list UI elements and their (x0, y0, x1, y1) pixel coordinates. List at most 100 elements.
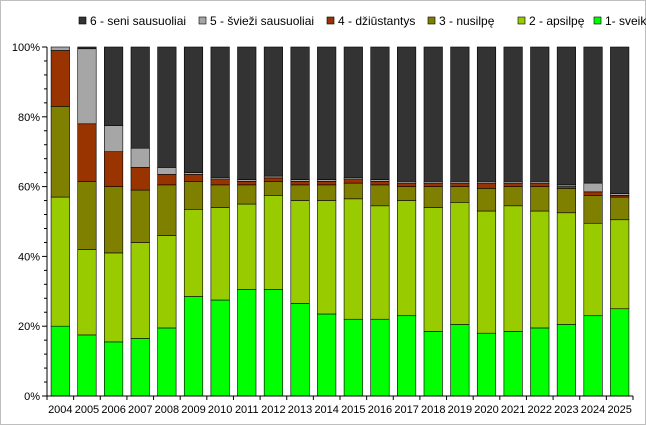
legend-label-3-nusilpe: 3 - nusilpę (439, 14, 495, 28)
bar-segment-2015-4-dziustantys (343, 179, 363, 184)
bar-segment-2018-6-seni-sausuoliai (423, 46, 443, 182)
bar-segment-2016-2-apsilpe (370, 205, 390, 320)
legend-label-2-apsilpe: 2 - apsilpę (529, 14, 585, 28)
bars (50, 46, 630, 397)
bar-segment-2012-1-sveiki (263, 289, 283, 397)
bar-segment-2024-4-dziustantys (583, 191, 603, 196)
bar-segment-2015-6-seni-sausuoliai (343, 46, 363, 179)
bar-segment-2013-1-sveiki (290, 303, 310, 397)
bar-segment-2020-2-apsilpe (476, 210, 497, 334)
bar-segment-2007-1-sveiki (130, 338, 150, 397)
x-tick-label-2020: 2020 (474, 404, 498, 416)
bar-segment-2013-4-dziustantys (290, 181, 310, 186)
bar-segment-2025-1-sveiki (610, 308, 630, 397)
bar-segment-2019-3-nusilpe (450, 186, 470, 203)
bar-segment-2012-6-seni-sausuoliai (263, 46, 283, 177)
bar-segment-2010-3-nusilpe (210, 184, 230, 208)
bar-segment-2024-5-sviezi-sausuoliai (583, 182, 603, 193)
bar-segment-2008-1-sveiki (157, 327, 177, 397)
bar-segment-2024-2-apsilpe (583, 222, 603, 317)
bar-segment-2004-1-sveiki (50, 325, 70, 397)
legend-swatch-5-sviezi-sausuoliai (198, 16, 207, 25)
bar-segment-2017-6-seni-sausuoliai (397, 46, 417, 182)
legend-label-6-seni-sausuoliai: 6 - seni sausuoliai (90, 14, 186, 28)
x-tick-label-2008: 2008 (155, 404, 179, 416)
bar-segment-2016-1-sveiki (370, 318, 390, 397)
bar-segment-2014-3-nusilpe (317, 184, 337, 201)
bar-segment-2005-3-nusilpe (77, 181, 97, 250)
bar-segment-2008-2-apsilpe (157, 235, 177, 329)
x-tick-label-2013: 2013 (288, 404, 312, 416)
bar-segment-2015-1-sveiki (343, 318, 363, 397)
bar-segment-2010-4-dziustantys (210, 179, 230, 186)
x-tick-label-2018: 2018 (421, 404, 445, 416)
bar-segment-2007-3-nusilpe (130, 189, 150, 243)
bar-segment-2007-6-seni-sausuoliai (130, 46, 150, 149)
bar-segment-2009-2-apsilpe (183, 208, 204, 297)
bar-segment-2021-1-sveiki (503, 331, 523, 397)
bar-segment-2006-4-dziustantys (104, 151, 124, 187)
x-tick-label-2011: 2011 (235, 404, 259, 416)
bar-segment-2009-6-seni-sausuoliai (183, 46, 204, 173)
x-tick-label-2025: 2025 (607, 404, 631, 416)
legend-label-5-sviezi-sausuoliai: 5 - švieži sausuoliai (210, 14, 314, 28)
y-tick-label: 80% (18, 112, 40, 124)
bar-segment-2025-2-apsilpe (610, 219, 630, 310)
bar-segment-2009-1-sveiki (183, 296, 204, 397)
bar-segment-2020-3-nusilpe (476, 188, 497, 212)
legend-label-4-dziustantys: 4 - džiūstantys (338, 14, 415, 28)
legend: 6 - seni sausuoliai 5 - švieži sausuoliai… (78, 14, 646, 28)
bar-segment-2021-2-apsilpe (503, 205, 523, 332)
bar-segment-2006-6-seni-sausuoliai (104, 46, 124, 126)
x-tick-label-2017: 2017 (394, 404, 418, 416)
bar-segment-2016-3-nusilpe (370, 184, 390, 207)
bar-segment-2005-1-sveiki (77, 334, 97, 397)
bar-segment-2025-3-nusilpe (610, 196, 630, 221)
bar-segment-2011-4-dziustantys (237, 181, 257, 186)
bar-segment-2023-1-sveiki (556, 324, 576, 397)
x-tick-label-2004: 2004 (48, 404, 72, 416)
bar-segment-2007-5-sviezi-sausuoliai (130, 147, 150, 168)
bar-segment-2012-4-dziustantys (263, 177, 283, 182)
bar-segment-2019-6-seni-sausuoliai (450, 46, 470, 182)
bar-segment-2005-2-apsilpe (77, 249, 97, 336)
bar-segment-2008-6-seni-sausuoliai (157, 46, 177, 168)
bar-segment-2024-6-seni-sausuoliai (583, 46, 603, 184)
legend-swatch-6-seni-sausuoliai (78, 16, 87, 25)
bar-segment-2004-4-dziustantys (50, 50, 70, 107)
bar-segment-2024-1-sveiki (583, 315, 603, 397)
bar-segment-2022-1-sveiki (530, 327, 550, 397)
bar-segment-2006-5-sviezi-sausuoliai (104, 125, 124, 152)
bar-segment-2006-2-apsilpe (104, 252, 124, 343)
bar-segment-2014-1-sveiki (317, 313, 337, 397)
legend-swatch-3-nusilpe (427, 16, 436, 25)
bar-segment-2011-6-seni-sausuoliai (237, 46, 257, 180)
bar-segment-2006-1-sveiki (104, 341, 124, 397)
x-tick-label-2016: 2016 (368, 404, 392, 416)
bar-segment-2008-5-sviezi-sausuoliai (157, 167, 177, 175)
bar-segment-2019-4-dziustantys (450, 182, 470, 187)
x-tick-label-2007: 2007 (128, 404, 152, 416)
bar-segment-2021-4-dziustantys (503, 182, 523, 187)
x-tick-label-2015: 2015 (341, 404, 365, 416)
bar-segment-2004-2-apsilpe (50, 196, 70, 327)
bar-segment-2017-3-nusilpe (397, 186, 417, 201)
y-tick-label: 40% (18, 251, 40, 263)
bar-segment-2018-2-apsilpe (423, 207, 443, 332)
bar-segment-2007-2-apsilpe (130, 242, 150, 339)
legend-swatch-2-apsilpe (517, 16, 526, 25)
bar-segment-2010-2-apsilpe (210, 207, 230, 301)
bar-segment-2017-1-sveiki (397, 315, 417, 397)
bar-segment-2005-5-sviezi-sausuoliai (77, 48, 97, 125)
bar-segment-2016-4-dziustantys (370, 181, 390, 186)
bar-segment-2016-6-seni-sausuoliai (370, 46, 390, 180)
bar-segment-2010-1-sveiki (210, 299, 230, 397)
bar-segment-2013-3-nusilpe (290, 184, 310, 201)
x-tick-label-2019: 2019 (448, 404, 472, 416)
bar-segment-2013-6-seni-sausuoliai (290, 46, 310, 180)
bar-segment-2008-3-nusilpe (157, 184, 177, 236)
bar-segment-2013-2-apsilpe (290, 200, 310, 304)
bar-segment-2005-4-dziustantys (77, 123, 97, 182)
bar-segment-2018-4-dziustantys (423, 182, 443, 187)
